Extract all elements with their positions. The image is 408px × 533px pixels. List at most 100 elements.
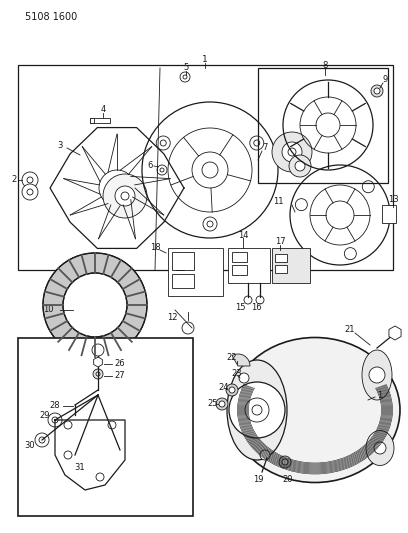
Circle shape: [282, 459, 288, 465]
Bar: [168, 248, 223, 296]
Text: 29: 29: [40, 410, 50, 419]
Ellipse shape: [366, 431, 394, 465]
Text: 28: 28: [50, 400, 60, 409]
Circle shape: [289, 155, 311, 177]
Text: 2: 2: [11, 175, 17, 184]
Bar: [18, 338, 193, 516]
Circle shape: [183, 75, 187, 79]
Circle shape: [245, 398, 269, 422]
Text: 11: 11: [273, 198, 283, 206]
Circle shape: [180, 72, 190, 82]
Circle shape: [27, 177, 33, 183]
Circle shape: [239, 373, 249, 383]
Bar: [172, 252, 194, 270]
Bar: [90, 118, 94, 123]
Circle shape: [39, 437, 45, 443]
Circle shape: [92, 344, 104, 356]
Circle shape: [369, 367, 385, 383]
Circle shape: [279, 456, 291, 468]
Circle shape: [216, 398, 228, 410]
Circle shape: [371, 85, 383, 97]
Text: 13: 13: [388, 196, 398, 205]
Bar: [275, 265, 287, 273]
Circle shape: [374, 442, 386, 454]
Text: 31: 31: [75, 464, 85, 472]
Circle shape: [64, 451, 72, 459]
Ellipse shape: [227, 360, 287, 460]
Text: 19: 19: [253, 475, 263, 484]
Circle shape: [22, 184, 38, 200]
Circle shape: [93, 369, 103, 379]
Text: 18: 18: [150, 244, 160, 253]
Text: 21: 21: [345, 326, 355, 335]
Text: 1: 1: [202, 55, 208, 64]
Bar: [172, 274, 194, 288]
Circle shape: [99, 170, 135, 206]
Circle shape: [219, 401, 225, 407]
Text: 9: 9: [382, 76, 388, 85]
Circle shape: [272, 132, 312, 172]
Circle shape: [96, 473, 104, 481]
Circle shape: [27, 189, 33, 195]
Circle shape: [96, 372, 100, 376]
Circle shape: [48, 413, 62, 427]
Text: 30: 30: [25, 440, 35, 449]
Text: 3: 3: [57, 141, 63, 149]
Bar: [228, 248, 270, 283]
Text: 6: 6: [147, 160, 153, 169]
Text: 26: 26: [115, 359, 125, 367]
Bar: [272, 248, 310, 283]
Circle shape: [52, 417, 58, 423]
Circle shape: [103, 174, 147, 218]
Circle shape: [182, 322, 194, 334]
Circle shape: [229, 387, 235, 393]
Bar: [18, 65, 393, 270]
Circle shape: [226, 384, 238, 396]
Circle shape: [244, 296, 252, 304]
Circle shape: [64, 421, 72, 429]
Text: 16: 16: [251, 303, 261, 311]
Circle shape: [288, 148, 296, 156]
Text: 25: 25: [208, 400, 218, 408]
Circle shape: [282, 142, 302, 162]
Text: 5108 1600: 5108 1600: [25, 12, 77, 22]
Circle shape: [121, 192, 129, 200]
Circle shape: [43, 253, 147, 357]
Bar: [232, 252, 247, 262]
Text: 17: 17: [275, 238, 285, 246]
Circle shape: [295, 161, 305, 171]
Circle shape: [260, 450, 270, 460]
Text: 20: 20: [283, 475, 293, 484]
Text: 15: 15: [235, 303, 245, 311]
Text: 23: 23: [232, 369, 242, 378]
Text: 7: 7: [262, 143, 268, 152]
Circle shape: [35, 433, 49, 447]
Circle shape: [157, 165, 167, 175]
Circle shape: [63, 273, 127, 337]
Text: 12: 12: [167, 313, 177, 322]
Text: 5: 5: [183, 63, 188, 72]
Text: 10: 10: [43, 305, 53, 314]
Circle shape: [22, 172, 38, 188]
Circle shape: [256, 296, 264, 304]
Text: 24: 24: [219, 384, 229, 392]
Text: 1: 1: [377, 391, 383, 400]
Circle shape: [108, 421, 116, 429]
Circle shape: [109, 180, 125, 196]
Ellipse shape: [362, 350, 392, 400]
Bar: [258, 68, 388, 183]
Wedge shape: [232, 354, 250, 366]
Text: 14: 14: [238, 230, 248, 239]
Text: 4: 4: [100, 106, 106, 115]
Text: 8: 8: [322, 61, 328, 69]
Bar: [90, 118, 110, 123]
Circle shape: [374, 88, 380, 94]
Circle shape: [252, 405, 262, 415]
Bar: [232, 265, 247, 275]
Bar: [275, 254, 287, 262]
Circle shape: [160, 168, 164, 172]
Circle shape: [229, 382, 285, 438]
Circle shape: [115, 186, 135, 206]
Text: 22: 22: [227, 353, 237, 362]
Text: 27: 27: [115, 370, 125, 379]
